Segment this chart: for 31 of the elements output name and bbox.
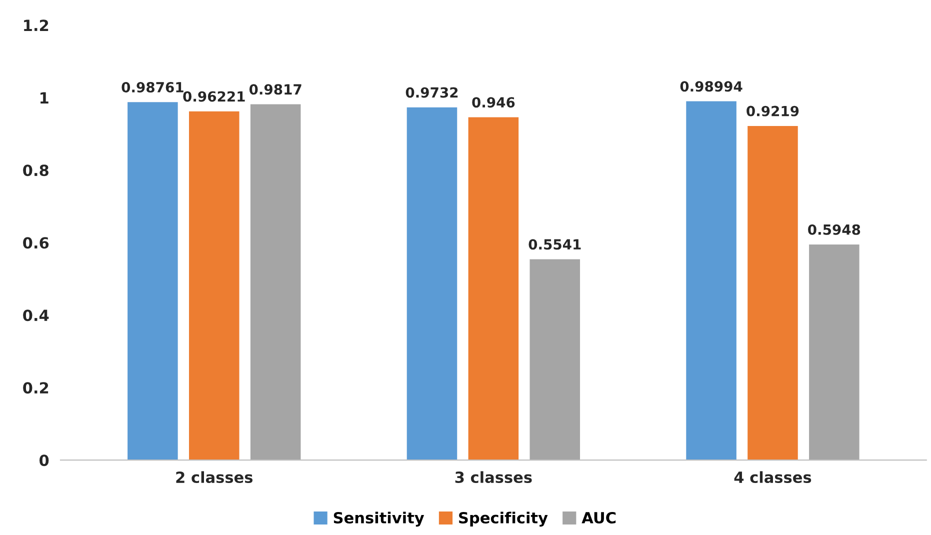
data-label: 0.9817 bbox=[249, 84, 302, 95]
bar bbox=[686, 101, 736, 460]
data-label: 0.9732 bbox=[406, 87, 458, 98]
bar bbox=[809, 244, 860, 460]
y-tick-label: 0.6 bbox=[23, 237, 49, 249]
legend-label: AUC bbox=[582, 512, 616, 524]
y-tick-label: 0.2 bbox=[23, 382, 48, 394]
legend-label: Specificity bbox=[459, 512, 548, 527]
data-label: 0.9219 bbox=[746, 106, 799, 116]
legend-label: Sensitivity bbox=[334, 512, 424, 527]
x-tick-label: 3 classes bbox=[455, 471, 532, 484]
bar bbox=[128, 102, 178, 460]
y-tick-label: 0 bbox=[40, 454, 49, 466]
y-tick-label: 0.8 bbox=[23, 164, 48, 176]
bar bbox=[188, 111, 240, 460]
x-tick-label: 4 classes bbox=[734, 471, 812, 484]
bar bbox=[406, 107, 458, 460]
data-label: 0.98761 bbox=[122, 82, 184, 92]
bar bbox=[748, 126, 798, 460]
x-tick-label: 2 classes bbox=[176, 471, 253, 484]
data-label: 0.5541 bbox=[528, 239, 581, 250]
data-label: 0.96221 bbox=[183, 91, 245, 102]
y-tick-label: 0.4 bbox=[23, 310, 49, 322]
bar bbox=[468, 117, 519, 460]
bar bbox=[250, 104, 301, 460]
bar bbox=[530, 259, 580, 460]
y-tick-label: 1.2 bbox=[24, 20, 48, 31]
y-tick-label: 1 bbox=[40, 92, 48, 104]
data-label: 0.98994 bbox=[680, 81, 742, 92]
data-label: 0.5948 bbox=[808, 224, 860, 235]
data-label: 0.946 bbox=[472, 97, 515, 108]
